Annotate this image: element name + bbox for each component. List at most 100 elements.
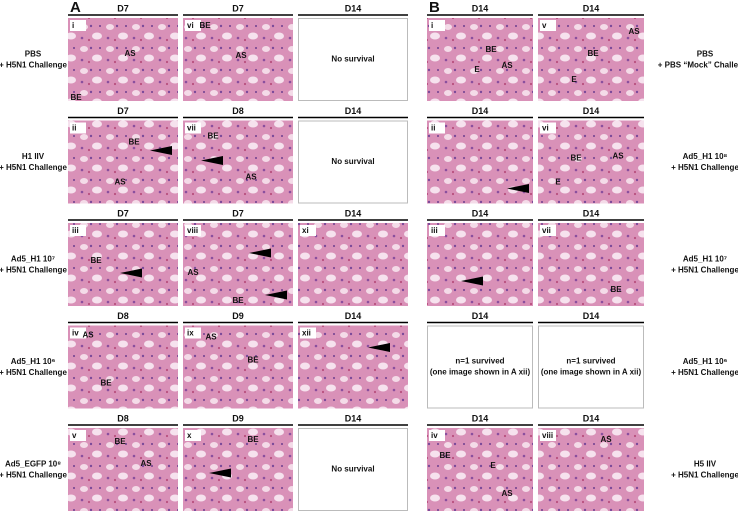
structure-label: BE — [90, 256, 102, 265]
day-label: D14 — [345, 413, 362, 423]
structure-label: BE — [247, 435, 259, 444]
day-label: D14 — [583, 413, 600, 423]
structure-label: BE — [199, 21, 211, 30]
numeral-box — [429, 225, 445, 236]
structure-label: BE — [485, 45, 497, 54]
histology-image — [183, 120, 293, 204]
row-label: + H5N1 Challenge — [671, 471, 738, 480]
numeral-box — [185, 225, 201, 236]
day-label: D14 — [472, 106, 489, 116]
numeral-box — [70, 122, 86, 134]
structure-label: E — [474, 65, 480, 74]
histology-image — [68, 428, 178, 511]
numeral-box — [185, 122, 201, 134]
numeral-box — [540, 20, 556, 31]
structure-label: AS — [140, 459, 152, 468]
day-label: D14 — [472, 413, 489, 423]
row-label: H5 IIV — [694, 460, 717, 469]
panel-numeral: i — [431, 21, 433, 30]
histology-image — [538, 428, 644, 511]
arrowhead — [120, 268, 142, 278]
row-label: + H5N1 Challenge — [671, 163, 738, 172]
panel-numeral: vii — [542, 226, 551, 235]
row-label: + H5N1 Challenge — [0, 368, 67, 377]
panel-numeral: iv — [72, 329, 79, 338]
panel-numeral: vii — [187, 124, 196, 133]
structure-label: BE — [128, 138, 140, 147]
panel-letter: B — [429, 0, 440, 16]
day-label: D7 — [117, 106, 129, 116]
row-label: + H5N1 Challenge — [671, 368, 738, 377]
row-label: Ad5_EGFP 10⁸ — [5, 460, 61, 469]
structure-label: BE — [439, 451, 451, 460]
numeral-box — [70, 430, 86, 441]
histology-image — [183, 223, 293, 306]
structure-label: AS — [600, 435, 612, 444]
structure-label: AS — [501, 61, 513, 70]
row-label: Ad5_H1 10⁶ — [11, 357, 56, 366]
panel-numeral: xii — [302, 329, 311, 338]
panel-numeral: vi — [542, 124, 549, 133]
day-label: D7 — [117, 208, 129, 218]
row-label: + H5N1 Challenge — [0, 163, 67, 172]
panel-note: No survival — [331, 157, 374, 166]
panel-numeral: xi — [302, 226, 309, 235]
numeral-box — [70, 20, 86, 31]
panel-numeral: v — [72, 431, 77, 440]
arrowhead — [507, 184, 529, 193]
day-label: D7 — [232, 3, 244, 13]
histology-image — [427, 428, 533, 511]
row-label: + PBS “Mock” Challenge — [658, 61, 738, 70]
row-label: Ad5_H1 10⁶ — [683, 357, 728, 366]
day-label: D14 — [345, 3, 362, 13]
row-label: H1 IIV — [22, 152, 45, 161]
day-label: D14 — [345, 311, 362, 321]
numeral-box — [429, 430, 445, 441]
histology-image — [183, 428, 293, 511]
structure-label: E — [571, 75, 577, 84]
day-label: D14 — [583, 3, 600, 13]
histology-image — [538, 18, 644, 101]
panel-numeral: iii — [431, 226, 438, 235]
histology-image — [298, 223, 408, 306]
day-label: D14 — [472, 311, 489, 321]
arrowhead — [249, 248, 271, 258]
structure-label: BE — [207, 132, 219, 141]
structure-label: AS — [187, 268, 199, 277]
panel-numeral: viii — [187, 226, 198, 235]
numeral-box — [70, 225, 86, 236]
arrowhead — [201, 156, 223, 165]
day-label: D14 — [472, 3, 489, 13]
numeral-box — [540, 430, 556, 441]
panel-note: No survival — [331, 55, 374, 64]
day-label: D14 — [472, 208, 489, 218]
day-label: D14 — [345, 106, 362, 116]
histology-image — [183, 18, 293, 101]
day-label: D8 — [117, 413, 129, 423]
panel-numeral: i — [72, 21, 74, 30]
day-label: D14 — [583, 311, 600, 321]
panel-numeral: ii — [72, 124, 76, 133]
row-label: Ad5_H1 10⁷ — [683, 255, 727, 264]
numeral-box — [540, 122, 556, 134]
row-label: + H5N1 Challenge — [671, 266, 738, 275]
empty-panel — [298, 428, 408, 511]
arrowhead — [368, 343, 390, 352]
histology-image — [427, 18, 533, 101]
arrowhead — [265, 290, 287, 300]
panel-numeral: iv — [431, 431, 438, 440]
structure-label: BE — [232, 296, 244, 305]
row-label: + H5N1 Challenge — [0, 61, 67, 70]
panel-numeral: ix — [187, 329, 194, 338]
structure-label: BE — [247, 356, 259, 365]
day-label: D9 — [232, 311, 244, 321]
day-label: D8 — [117, 311, 129, 321]
structure-label: E — [555, 178, 561, 187]
structure-label: BE — [610, 285, 622, 294]
structure-label: AS — [235, 51, 247, 60]
structure-label: BE — [570, 154, 582, 163]
structure-label: AS — [124, 49, 136, 58]
row-label: Ad5_H1 10⁷ — [11, 255, 55, 264]
empty-panel — [427, 325, 533, 409]
